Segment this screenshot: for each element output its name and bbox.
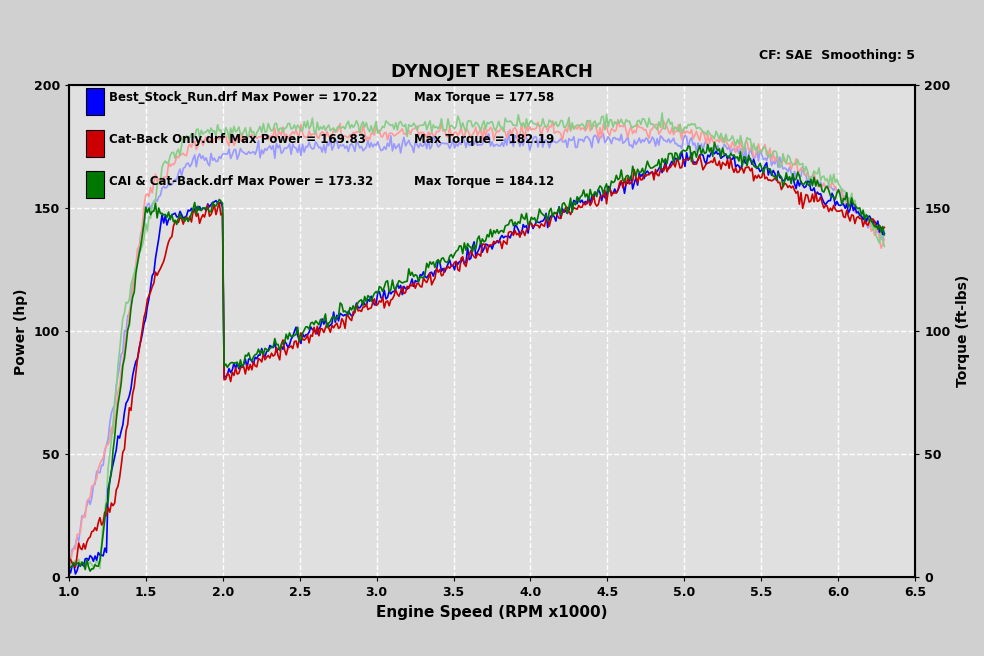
Text: Best_Stock_Run.drf Max Power = 170.22: Best_Stock_Run.drf Max Power = 170.22 xyxy=(109,91,378,104)
Bar xyxy=(86,88,104,115)
Text: CF: SAE  Smoothing: 5: CF: SAE Smoothing: 5 xyxy=(759,49,915,62)
Text: Max Torque = 184.12: Max Torque = 184.12 xyxy=(414,174,554,188)
Text: Cat-Back Only.drf Max Power = 169.83: Cat-Back Only.drf Max Power = 169.83 xyxy=(109,133,366,146)
Title: DYNOJET RESEARCH: DYNOJET RESEARCH xyxy=(391,63,593,81)
Bar xyxy=(86,129,104,157)
X-axis label: Engine Speed (RPM x1000): Engine Speed (RPM x1000) xyxy=(376,605,608,620)
Text: Max Torque = 182.19: Max Torque = 182.19 xyxy=(414,133,554,146)
Text: Max Torque = 177.58: Max Torque = 177.58 xyxy=(414,91,554,104)
Y-axis label: Power (hp): Power (hp) xyxy=(14,288,29,375)
Text: CAI & Cat-Back.drf Max Power = 173.32: CAI & Cat-Back.drf Max Power = 173.32 xyxy=(109,174,374,188)
Bar xyxy=(86,171,104,199)
Y-axis label: Torque (ft-lbs): Torque (ft-lbs) xyxy=(955,275,970,388)
